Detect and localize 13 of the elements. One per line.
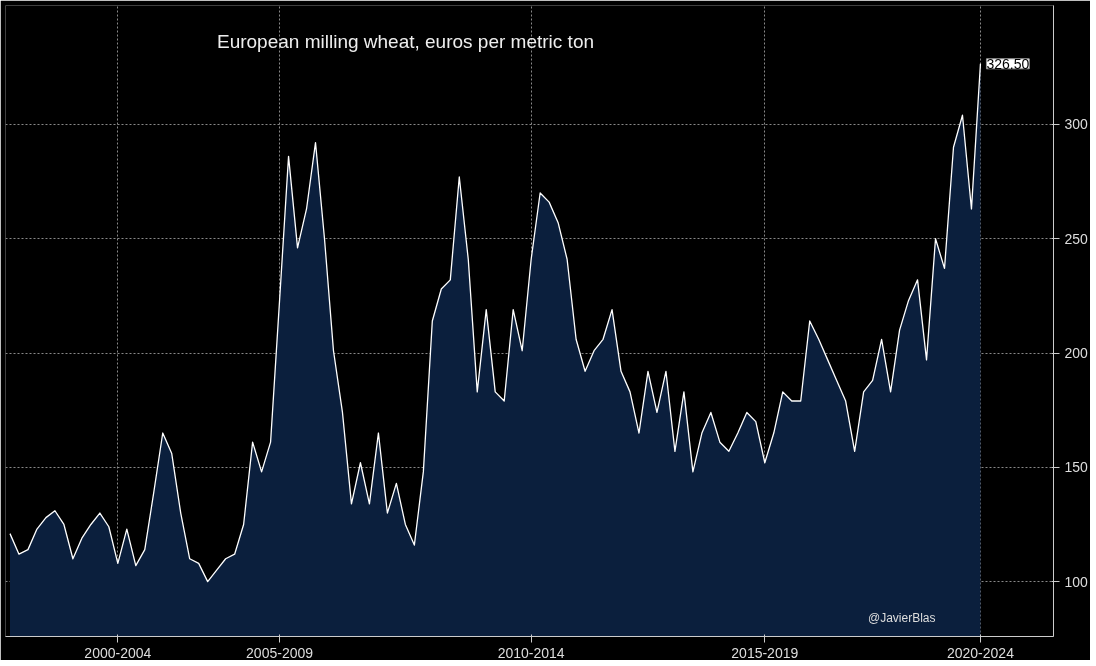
y-tick-label: 150 <box>1064 459 1089 476</box>
annotation: 326.50 <box>986 55 1030 72</box>
y-tick-label: 200 <box>1064 345 1089 362</box>
x-tick-label: 2005-2009 <box>246 644 314 661</box>
x-tick-label: 2020-2024 <box>946 644 1015 661</box>
x-tick-label: 2000-2004 <box>84 644 152 661</box>
x-tick-label: 2010-2014 <box>497 644 565 661</box>
y-tick-label: 100 <box>1064 573 1089 590</box>
text: European milling wheat, euros per metric ton <box>216 30 595 52</box>
y-tick-label: 250 <box>1064 230 1089 247</box>
y-tick-label: 300 <box>1064 116 1089 133</box>
x-tick-label: 2015-2019 <box>731 644 799 661</box>
annotation: @JavierBlas <box>867 610 936 625</box>
